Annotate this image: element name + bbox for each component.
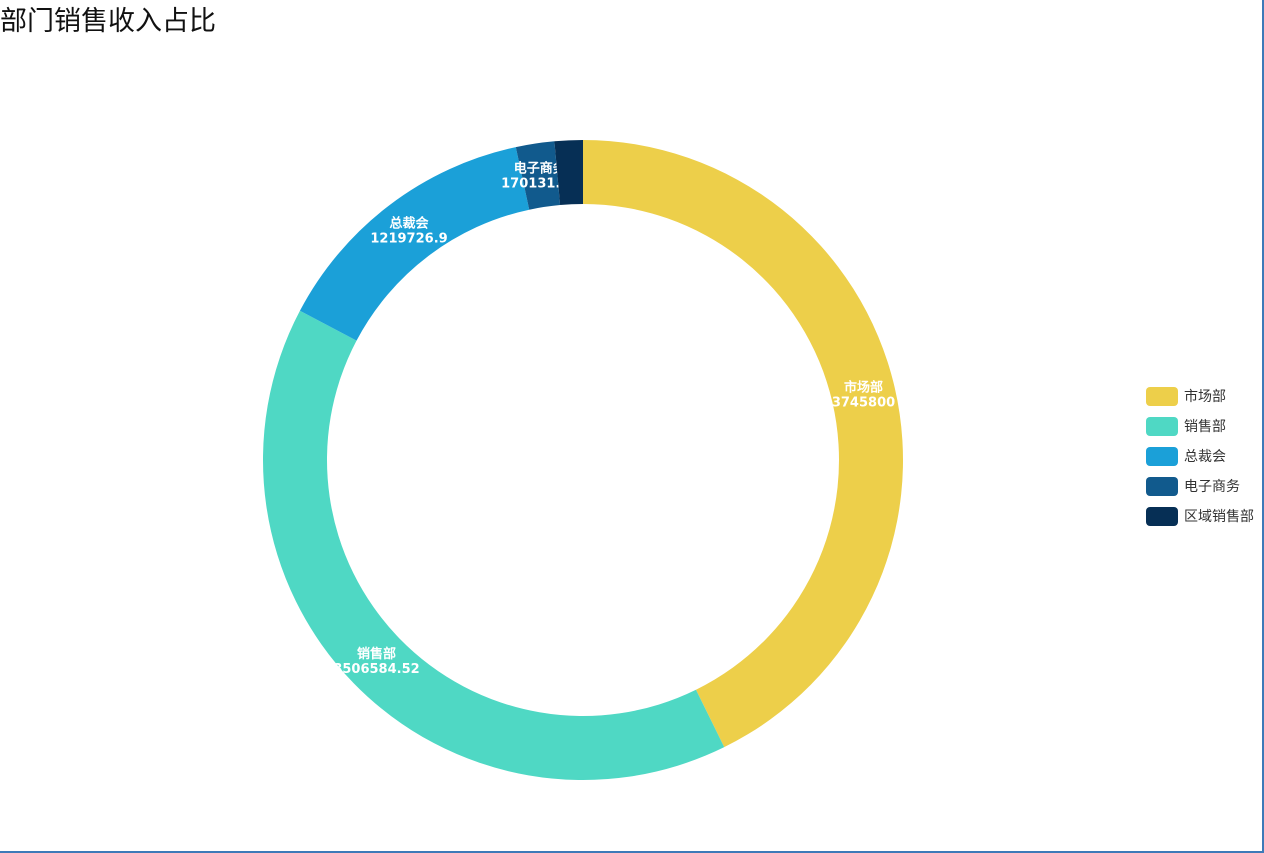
donut-slice-1[interactable] (583, 140, 903, 748)
slice-label-name-1: 市场部 (844, 380, 883, 396)
legend-swatch-3 (1146, 446, 1178, 466)
legend-item-4[interactable]: 电子商务 (1146, 471, 1254, 501)
donut-slice-4[interactable] (515, 141, 561, 210)
donut-slice-5[interactable] (554, 140, 583, 206)
legend-label-4: 电子商务 (1184, 479, 1240, 495)
legend-swatch-5 (1146, 506, 1178, 526)
legend-label-2: 销售部 (1184, 419, 1226, 435)
slice-label-name-2: 销售部 (357, 646, 396, 662)
donut-slice-3[interactable] (299, 147, 530, 341)
chart-title: 部门销售收入占比 (0, 6, 216, 37)
legend-swatch-4 (1146, 476, 1178, 496)
legend-label-1: 市场部 (1184, 389, 1226, 405)
legend: 市场部销售部总裁会电子商务区域销售部 (1146, 381, 1254, 531)
slice-label-value-2: 3506584.52 (333, 662, 419, 677)
legend-item-2[interactable]: 销售部 (1146, 411, 1254, 441)
slice-label-name-3: 总裁会 (390, 215, 430, 231)
slice-label-value-3: 1219726.9 (370, 231, 447, 246)
legend-item-1[interactable]: 市场部 (1146, 381, 1254, 411)
legend-label-5: 区域销售部 (1184, 509, 1254, 525)
slice-label-value-1: 3745800 (832, 396, 895, 411)
slice-label-name-4: 电子商务 (514, 160, 567, 176)
legend-label-3: 总裁会 (1184, 449, 1226, 465)
donut-slice-2[interactable] (263, 310, 725, 781)
legend-swatch-2 (1146, 416, 1178, 436)
legend-item-5[interactable]: 区域销售部 (1146, 501, 1254, 531)
legend-item-3[interactable]: 总裁会 (1146, 441, 1254, 471)
legend-swatch-1 (1146, 386, 1178, 406)
